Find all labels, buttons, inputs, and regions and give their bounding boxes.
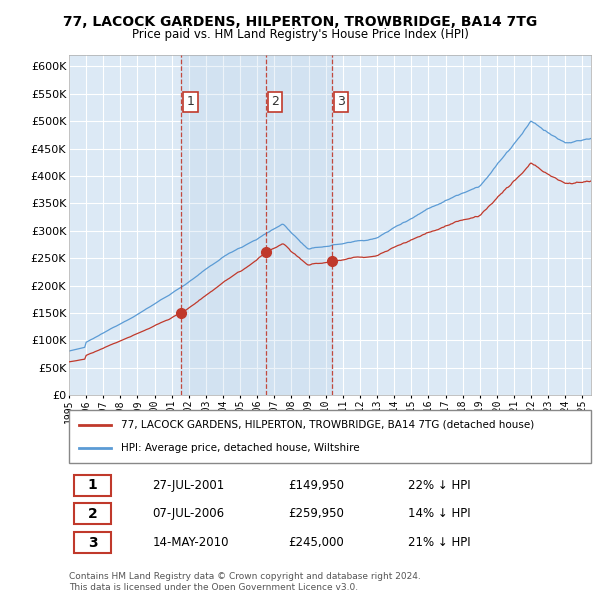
- Text: 07-JUL-2006: 07-JUL-2006: [152, 507, 224, 520]
- FancyBboxPatch shape: [74, 532, 111, 553]
- Text: 27-JUL-2001: 27-JUL-2001: [152, 478, 225, 491]
- Text: 1: 1: [88, 478, 97, 492]
- Text: 3: 3: [88, 536, 97, 550]
- Text: 3: 3: [337, 96, 345, 109]
- Text: 14% ↓ HPI: 14% ↓ HPI: [409, 507, 471, 520]
- Text: £245,000: £245,000: [288, 536, 344, 549]
- Text: 2: 2: [271, 96, 279, 109]
- FancyBboxPatch shape: [74, 474, 111, 496]
- Text: £259,950: £259,950: [288, 507, 344, 520]
- Text: 77, LACOCK GARDENS, HILPERTON, TROWBRIDGE, BA14 7TG (detached house): 77, LACOCK GARDENS, HILPERTON, TROWBRIDG…: [121, 420, 535, 430]
- Text: £149,950: £149,950: [288, 478, 344, 491]
- Text: 1: 1: [187, 96, 194, 109]
- FancyBboxPatch shape: [74, 503, 111, 525]
- Text: 21% ↓ HPI: 21% ↓ HPI: [409, 536, 471, 549]
- Text: HPI: Average price, detached house, Wiltshire: HPI: Average price, detached house, Wilt…: [121, 443, 360, 453]
- Text: 77, LACOCK GARDENS, HILPERTON, TROWBRIDGE, BA14 7TG: 77, LACOCK GARDENS, HILPERTON, TROWBRIDG…: [63, 15, 537, 29]
- Text: 14-MAY-2010: 14-MAY-2010: [152, 536, 229, 549]
- FancyBboxPatch shape: [69, 410, 591, 463]
- Text: Contains HM Land Registry data © Crown copyright and database right 2024.
This d: Contains HM Land Registry data © Crown c…: [69, 572, 421, 590]
- Bar: [181, 55, 332, 395]
- Text: Price paid vs. HM Land Registry's House Price Index (HPI): Price paid vs. HM Land Registry's House …: [131, 28, 469, 41]
- Text: 2: 2: [88, 507, 97, 521]
- Text: 22% ↓ HPI: 22% ↓ HPI: [409, 478, 471, 491]
